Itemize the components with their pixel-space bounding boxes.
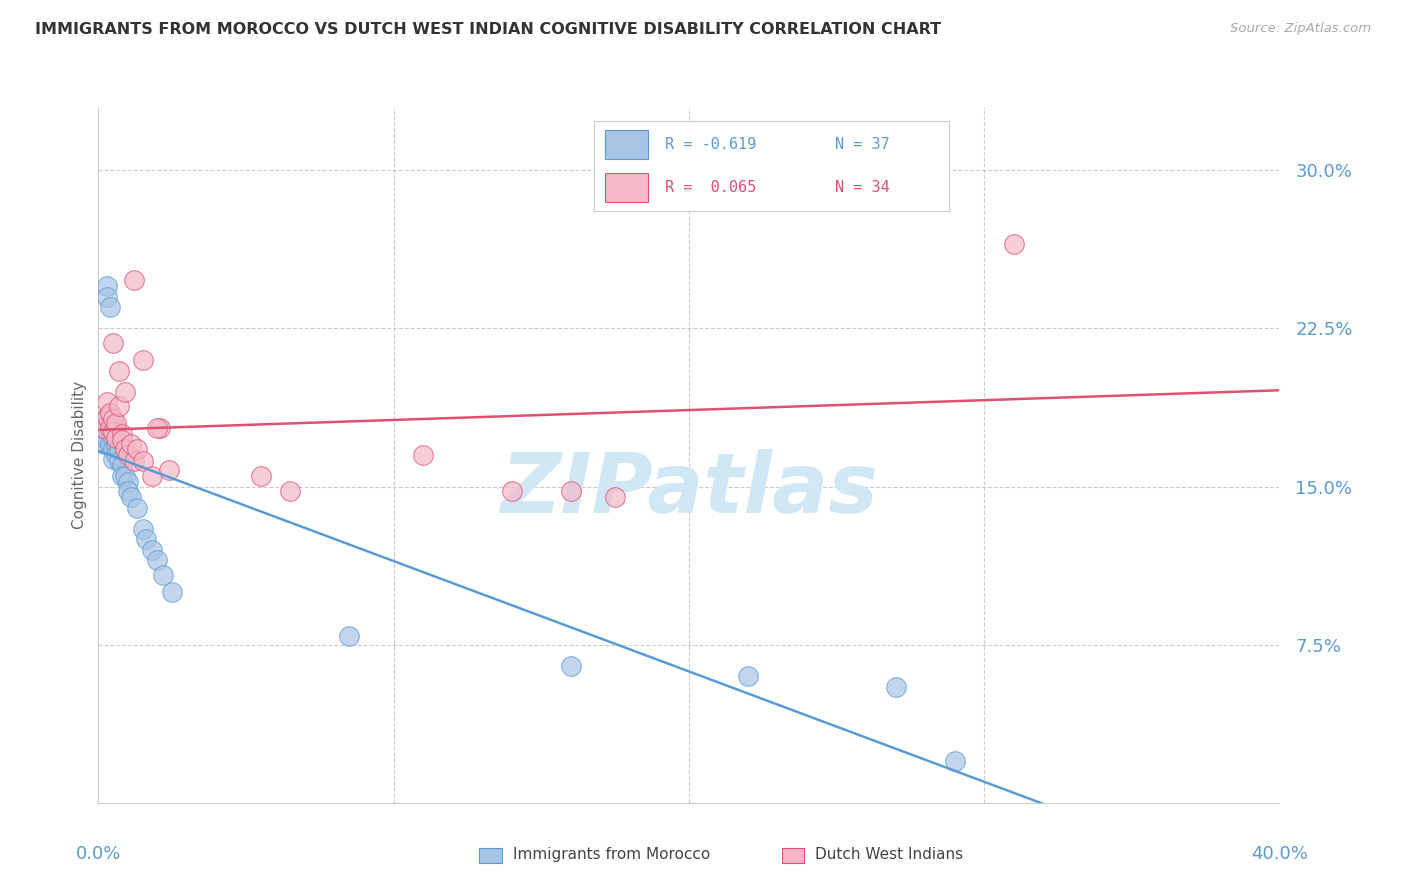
Point <box>120 437 142 451</box>
Point <box>605 490 627 504</box>
Point <box>93 426 115 441</box>
Text: Dutch West Indians: Dutch West Indians <box>815 847 963 862</box>
Point <box>108 363 131 377</box>
Point <box>737 669 759 683</box>
Y-axis label: Cognitive Disability: Cognitive Disability <box>72 381 87 529</box>
Point <box>103 412 125 426</box>
Point <box>103 431 125 445</box>
Point <box>114 442 136 456</box>
Point <box>108 442 131 456</box>
Point <box>96 420 118 434</box>
Point <box>98 437 121 451</box>
Point <box>105 431 128 445</box>
Text: Source: ZipAtlas.com: Source: ZipAtlas.com <box>1230 22 1371 36</box>
Point <box>105 437 128 451</box>
Point <box>111 458 134 473</box>
Point <box>96 409 118 424</box>
Text: 40.0%: 40.0% <box>1251 845 1308 863</box>
Point <box>132 522 155 536</box>
Point <box>111 433 134 447</box>
Point <box>135 533 157 547</box>
Bar <box>782 847 804 863</box>
Point <box>96 395 118 409</box>
Bar <box>605 130 648 159</box>
Point <box>141 469 163 483</box>
Point <box>103 425 125 439</box>
Text: Immigrants from Morocco: Immigrants from Morocco <box>513 847 710 862</box>
Point <box>122 273 145 287</box>
Point <box>162 585 183 599</box>
Point <box>149 420 172 434</box>
Point <box>117 475 139 490</box>
Text: N = 37: N = 37 <box>835 137 890 152</box>
Point <box>105 448 128 462</box>
Point <box>105 417 128 431</box>
Point <box>125 500 148 515</box>
Point <box>337 629 360 643</box>
Point <box>560 658 582 673</box>
Bar <box>479 847 502 863</box>
Point <box>98 426 121 441</box>
Point <box>93 437 115 451</box>
Point <box>117 448 139 462</box>
Point <box>1002 237 1025 252</box>
Point <box>141 542 163 557</box>
Point <box>501 483 523 498</box>
Bar <box>605 173 648 202</box>
Point <box>250 469 273 483</box>
Point <box>157 463 180 477</box>
Point <box>412 448 434 462</box>
Point <box>108 454 131 468</box>
Text: R = -0.619: R = -0.619 <box>665 137 756 152</box>
Point <box>103 336 125 351</box>
Point <box>111 469 134 483</box>
Point <box>278 483 302 498</box>
Point <box>560 483 582 498</box>
Point <box>98 417 121 431</box>
Point <box>96 290 118 304</box>
Point <box>146 420 169 434</box>
Point <box>122 454 145 468</box>
Point <box>96 433 118 447</box>
Point <box>943 754 966 768</box>
Text: 0.0%: 0.0% <box>76 845 121 863</box>
Point <box>103 452 125 467</box>
Point <box>96 279 118 293</box>
Point <box>111 426 134 441</box>
Point <box>132 353 155 368</box>
Point <box>98 420 121 434</box>
Text: N = 34: N = 34 <box>835 180 890 195</box>
Point <box>114 469 136 483</box>
Point <box>152 568 174 582</box>
Point <box>103 442 125 456</box>
Text: R =  0.065: R = 0.065 <box>665 180 756 195</box>
Point <box>98 406 121 420</box>
Point <box>114 384 136 399</box>
Point <box>132 454 155 468</box>
Point <box>108 400 131 414</box>
Point <box>120 490 142 504</box>
Text: IMMIGRANTS FROM MOROCCO VS DUTCH WEST INDIAN COGNITIVE DISABILITY CORRELATION CH: IMMIGRANTS FROM MOROCCO VS DUTCH WEST IN… <box>35 22 941 37</box>
Point <box>117 483 139 498</box>
Text: ZIPatlas: ZIPatlas <box>501 450 877 530</box>
Point <box>98 301 121 315</box>
Point <box>125 442 148 456</box>
Point <box>146 553 169 567</box>
Point <box>884 680 907 694</box>
Point <box>105 420 128 434</box>
Point <box>96 409 118 424</box>
Point <box>93 420 115 434</box>
